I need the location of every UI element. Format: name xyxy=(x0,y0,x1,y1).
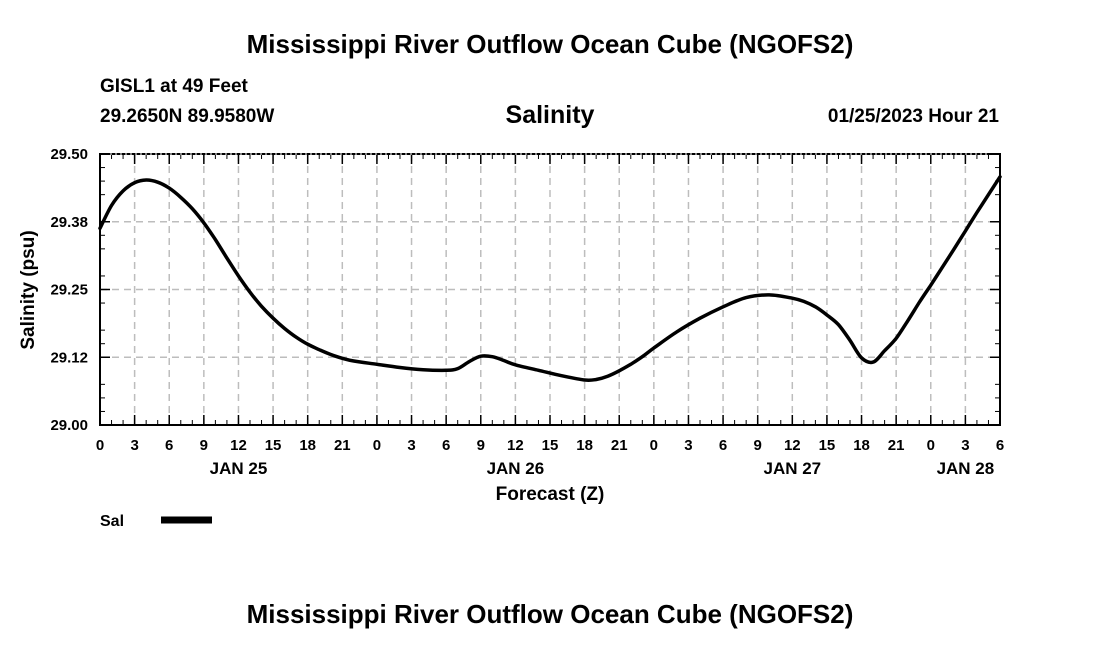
x-tick-label: 6 xyxy=(442,437,450,454)
y-tick-label: 29.38 xyxy=(50,214,88,231)
y-tick-label: 29.12 xyxy=(50,349,88,366)
date-label: JAN 28 xyxy=(937,459,995,478)
page-title: Mississippi River Outflow Ocean Cube (NG… xyxy=(246,29,854,59)
x-tick-label: 12 xyxy=(230,437,247,454)
date-label: JAN 25 xyxy=(210,459,268,478)
forecast-datetime: 01/25/2023 Hour 21 xyxy=(827,106,999,127)
x-tick-label: 6 xyxy=(996,437,1004,454)
series-line-sal xyxy=(98,175,1002,383)
x-tick-label: 3 xyxy=(961,437,969,454)
axis-ticks xyxy=(99,153,1001,426)
x-tick-label: 21 xyxy=(334,437,351,454)
x-tick-label: 6 xyxy=(165,437,173,454)
x-tick-label: 12 xyxy=(507,437,524,454)
x-tick-label: 21 xyxy=(611,437,628,454)
date-label: JAN 27 xyxy=(763,459,821,478)
y-tick-labels: 29.00 29.12 29.25 29.38 29.50 xyxy=(50,146,88,434)
x-tick-label: 0 xyxy=(927,437,935,454)
y-tick-label: 29.00 xyxy=(50,417,88,434)
x-tick-label: 9 xyxy=(200,437,208,454)
x-tick-label: 6 xyxy=(719,437,727,454)
x-tick-label: 3 xyxy=(684,437,692,454)
x-tick-label: 0 xyxy=(650,437,658,454)
x-tick-label: 9 xyxy=(477,437,485,454)
legend-label: Sal xyxy=(100,513,124,530)
grid-lines xyxy=(100,154,1000,425)
x-tick-label: 0 xyxy=(96,437,104,454)
y-tick-label: 29.25 xyxy=(50,282,88,299)
x-tick-label: 12 xyxy=(784,437,801,454)
x-tick-label: 0 xyxy=(373,437,381,454)
y-axis-label: Salinity (psu) xyxy=(18,230,39,349)
x-tick-label: 3 xyxy=(407,437,415,454)
x-tick-labels: 0 3 6 9 12 15 18 21 0 3 6 9 12 15 18 21 0 3 6 9 12 15 18 21 0 3 6 xyxy=(96,437,1004,454)
x-tick-label: 18 xyxy=(853,437,870,454)
x-axis-label: Forecast (Z) xyxy=(496,484,605,505)
y-tick-label: 29.50 xyxy=(50,146,88,163)
x-tick-label: 21 xyxy=(888,437,905,454)
x-tick-label: 15 xyxy=(542,437,559,454)
x-tick-label: 3 xyxy=(130,437,138,454)
chart-title: Salinity xyxy=(505,101,595,129)
x-tick-label: 18 xyxy=(576,437,593,454)
x-tick-label: 15 xyxy=(265,437,282,454)
date-label: JAN 26 xyxy=(487,459,545,478)
x-tick-label: 18 xyxy=(299,437,316,454)
salinity-chart: 29.00 29.12 29.25 29.38 29.50 0 3 6 9 12 15 18 21 0 3… xyxy=(18,146,1004,530)
x-tick-label: 9 xyxy=(754,437,762,454)
x-tick-label: 15 xyxy=(819,437,836,454)
station-label: GISL1 at 49 Feet xyxy=(100,76,248,97)
footer-title: Mississippi River Outflow Ocean Cube (NG… xyxy=(246,599,854,629)
date-labels: JAN 25 JAN 26 JAN 27 JAN 28 xyxy=(210,459,995,478)
station-coordinates: 29.2650N 89.9580W xyxy=(100,106,275,127)
